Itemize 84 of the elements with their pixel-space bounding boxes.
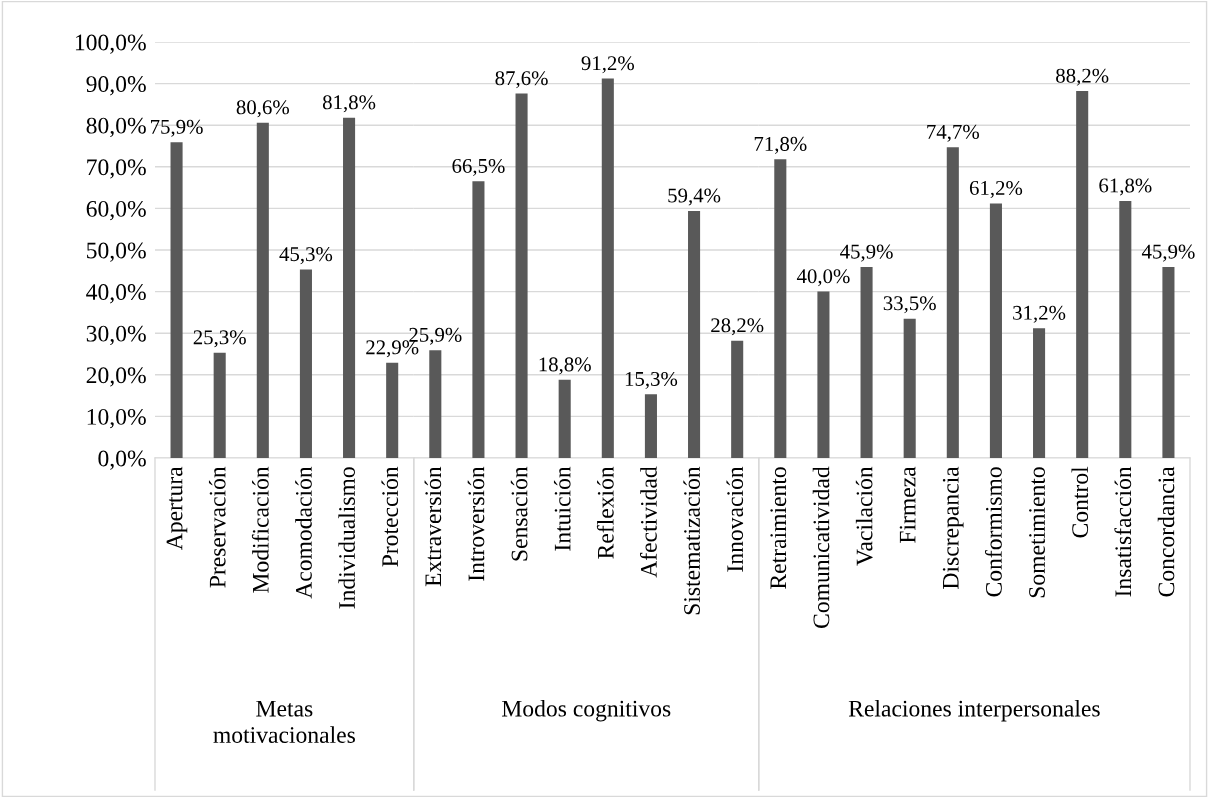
data-label: 15,3% — [625, 371, 678, 389]
bar — [558, 379, 571, 458]
bar — [1033, 328, 1046, 458]
y-tick-label: 0,0% — [98, 450, 146, 470]
bar — [170, 142, 183, 458]
y-tick-label: 40,0% — [86, 284, 146, 304]
x-tick-label: Modificación — [251, 466, 269, 593]
y-tick-label: 60,0% — [86, 200, 146, 221]
data-label: 18,8% — [539, 357, 591, 375]
x-tick-label: Innovación — [726, 466, 744, 572]
x-tick-label: Sistematización — [683, 466, 700, 615]
y-tick-label: 80,0% — [86, 117, 146, 138]
bar — [213, 352, 226, 458]
x-tick-label: Control — [1071, 466, 1089, 538]
bar — [688, 210, 701, 458]
bar — [989, 203, 1002, 458]
x-tick-label: Sometimiento — [1029, 467, 1045, 598]
bar — [429, 350, 442, 458]
data-label: 61,8% — [1099, 178, 1152, 196]
data-label: 31,2% — [1013, 305, 1066, 323]
bar — [1076, 91, 1089, 458]
x-tick-label: Introversión — [467, 466, 485, 581]
bar — [601, 78, 614, 458]
data-label: 75,9% — [151, 119, 203, 137]
x-tick-label: Conformismo — [984, 467, 1002, 597]
bar — [774, 159, 787, 458]
x-tick-label: Firmeza — [899, 466, 916, 543]
data-label: 87,6% — [495, 71, 548, 89]
data-label: 61,2% — [969, 180, 1023, 199]
x-axis-title: Relaciones interpersonales — [848, 700, 1100, 722]
data-label: 45,9% — [1141, 244, 1195, 262]
y-tick-label: 70,0% — [87, 159, 146, 179]
x-axis-title: Modos cognitivos — [501, 700, 671, 722]
x-tick-label: Preservación — [208, 466, 226, 588]
x-tick-label: Afectividad — [639, 466, 657, 578]
bar — [472, 181, 485, 458]
data-label: 80,6% — [236, 100, 290, 118]
data-label: 88,2% — [1056, 68, 1109, 86]
x-tick-label: Discrepancia — [942, 466, 964, 589]
data-label: 25,3% — [193, 330, 246, 348]
x-tick-label: Protección — [381, 466, 399, 567]
x-tick-label: Concordancia — [1157, 466, 1175, 597]
y-tick-label: 30,0% — [86, 325, 146, 346]
bar — [731, 340, 744, 458]
data-label: 28,2% — [711, 318, 764, 336]
bar — [644, 394, 657, 458]
data-label: 74,7% — [927, 124, 980, 142]
bar — [903, 318, 916, 458]
bar — [946, 147, 959, 458]
x-tick-label: Apertura — [166, 466, 188, 550]
bar — [256, 122, 269, 458]
data-label: 81,8% — [322, 95, 376, 113]
x-tick-label: Intuición — [553, 466, 571, 551]
data-label: 45,9% — [840, 244, 893, 262]
x-tick-label: Insatisfacción — [1114, 466, 1132, 597]
bar — [817, 291, 830, 458]
bar — [299, 269, 312, 458]
x-tick-label: Sensación — [510, 466, 528, 561]
data-label: 33,5% — [883, 296, 936, 314]
bar — [343, 117, 356, 458]
bar — [860, 267, 873, 458]
y-tick-label: 100,0% — [75, 34, 146, 54]
y-tick-label: 20,0% — [86, 367, 146, 387]
data-label: 59,4% — [668, 188, 721, 206]
data-label: 91,2% — [581, 56, 635, 74]
x-tick-label: Comunicatividad — [812, 466, 830, 628]
bar — [1119, 200, 1132, 458]
data-label: 40,0% — [796, 269, 850, 287]
bar — [1162, 267, 1175, 458]
bar — [386, 362, 399, 458]
data-label: 71,8% — [754, 136, 807, 154]
y-tick-label: 10,0% — [87, 408, 146, 429]
bar — [515, 93, 528, 458]
x-tick-label: Retraimiento — [770, 467, 787, 589]
y-tick-label: 90,0% — [86, 76, 146, 96]
x-tick-label: Extraversión — [424, 466, 442, 587]
x-axis-title: Metas motivacionales — [213, 700, 355, 743]
x-tick-label: Individualismo — [338, 467, 355, 609]
y-tick-label: 50,0% — [87, 242, 146, 262]
x-tick-label: Vacilación — [855, 466, 873, 566]
x-tick-label: Reflexión — [596, 466, 614, 559]
x-tick-label: Acomodación — [295, 466, 312, 599]
data-label: 66,5% — [452, 158, 505, 176]
data-label: 45,3% — [279, 247, 333, 265]
